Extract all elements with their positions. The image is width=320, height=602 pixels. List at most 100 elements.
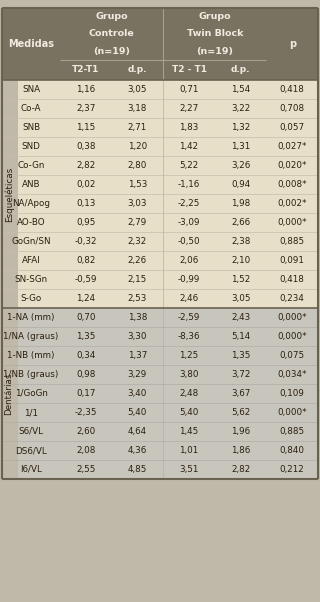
Text: 2,66: 2,66: [231, 218, 250, 227]
Text: Twin Block: Twin Block: [187, 29, 243, 39]
Text: 0,020*: 0,020*: [277, 161, 307, 170]
Text: Grupo: Grupo: [95, 12, 128, 21]
Text: 2,55: 2,55: [76, 465, 95, 474]
Text: 0,109: 0,109: [280, 389, 305, 398]
Text: 2,60: 2,60: [76, 427, 95, 436]
Text: 0,000*: 0,000*: [277, 408, 307, 417]
Text: 1,53: 1,53: [128, 180, 147, 189]
Text: ANB: ANB: [22, 180, 40, 189]
Text: 2,26: 2,26: [128, 256, 147, 265]
Text: 0,708: 0,708: [280, 104, 305, 113]
Bar: [2, 8, 318, 80]
Text: 2,37: 2,37: [76, 104, 95, 113]
Text: 3,18: 3,18: [128, 104, 147, 113]
Text: GoGn/SN: GoGn/SN: [11, 237, 51, 246]
Text: 2,32: 2,32: [128, 237, 147, 246]
Text: 0,000*: 0,000*: [277, 218, 307, 227]
Text: 1,24: 1,24: [76, 294, 95, 303]
Text: 4,85: 4,85: [128, 465, 147, 474]
Text: 1,96: 1,96: [231, 427, 250, 436]
Text: 3,05: 3,05: [231, 294, 250, 303]
Text: 1,83: 1,83: [179, 123, 199, 132]
Text: 1,35: 1,35: [231, 351, 250, 360]
Bar: [0, 80, 18, 308]
Text: 0,95: 0,95: [76, 218, 95, 227]
Text: -2,59: -2,59: [178, 313, 200, 322]
Text: -0,99: -0,99: [178, 275, 200, 284]
Text: 3,05: 3,05: [128, 85, 147, 94]
Text: -8,36: -8,36: [178, 332, 200, 341]
Text: SN-SGn: SN-SGn: [14, 275, 48, 284]
Text: -0,32: -0,32: [75, 237, 97, 246]
Text: 1,35: 1,35: [76, 332, 95, 341]
Text: 3,67: 3,67: [231, 389, 250, 398]
Text: 0,840: 0,840: [280, 446, 305, 455]
Text: 1/GoGn: 1/GoGn: [15, 389, 47, 398]
Text: 2,27: 2,27: [180, 104, 199, 113]
Text: 1,16: 1,16: [76, 85, 95, 94]
Text: 5,62: 5,62: [231, 408, 250, 417]
Text: DS6/VL: DS6/VL: [15, 446, 47, 455]
Text: 3,26: 3,26: [231, 161, 250, 170]
Text: 2,10: 2,10: [231, 256, 250, 265]
Text: AFAI: AFAI: [22, 256, 40, 265]
Text: 5,40: 5,40: [128, 408, 147, 417]
Text: 1,15: 1,15: [76, 123, 95, 132]
Text: -1,16: -1,16: [178, 180, 200, 189]
Text: 1/NA (graus): 1/NA (graus): [3, 332, 59, 341]
Text: Co-A: Co-A: [21, 104, 41, 113]
Text: 5,40: 5,40: [179, 408, 199, 417]
Text: 0,000*: 0,000*: [277, 332, 307, 341]
Bar: [2, 308, 318, 479]
Text: 2,43: 2,43: [231, 313, 250, 322]
Text: 0,091: 0,091: [280, 256, 305, 265]
Text: (n=19): (n=19): [196, 47, 233, 56]
Text: 0,38: 0,38: [76, 142, 96, 151]
Bar: [2, 80, 318, 308]
Text: 1,25: 1,25: [180, 351, 199, 360]
Text: 3,30: 3,30: [128, 332, 147, 341]
Text: 0,34: 0,34: [76, 351, 95, 360]
Text: 1,52: 1,52: [231, 275, 250, 284]
Text: 1,98: 1,98: [231, 199, 250, 208]
Text: 0,002*: 0,002*: [277, 199, 307, 208]
Text: Dentárias: Dentárias: [4, 372, 13, 415]
Text: 0,075: 0,075: [280, 351, 305, 360]
Text: 0,057: 0,057: [280, 123, 305, 132]
Text: Controle: Controle: [89, 29, 134, 39]
Text: 2,06: 2,06: [180, 256, 199, 265]
Text: T2 - T1: T2 - T1: [172, 66, 206, 75]
Text: 3,03: 3,03: [128, 199, 147, 208]
Text: 5,22: 5,22: [180, 161, 199, 170]
Text: 3,40: 3,40: [128, 389, 147, 398]
Text: 1,20: 1,20: [128, 142, 147, 151]
Text: 0,418: 0,418: [280, 85, 305, 94]
Text: 1/NB (graus): 1/NB (graus): [3, 370, 59, 379]
Text: Medidas: Medidas: [8, 39, 54, 49]
Text: Co-Gn: Co-Gn: [17, 161, 45, 170]
Text: 1,42: 1,42: [180, 142, 199, 151]
Text: 1,32: 1,32: [231, 123, 250, 132]
Text: SNB: SNB: [22, 123, 40, 132]
Text: p: p: [289, 39, 296, 49]
Text: I6/VL: I6/VL: [20, 465, 42, 474]
Text: 2,53: 2,53: [128, 294, 147, 303]
Text: 3,29: 3,29: [128, 370, 147, 379]
Text: 2,71: 2,71: [128, 123, 147, 132]
Text: 0,13: 0,13: [76, 199, 95, 208]
Text: 2,08: 2,08: [76, 446, 95, 455]
Text: 0,82: 0,82: [76, 256, 95, 265]
Text: 0,98: 0,98: [76, 370, 95, 379]
Text: 0,02: 0,02: [76, 180, 95, 189]
Text: 0,94: 0,94: [231, 180, 250, 189]
Text: 1,86: 1,86: [231, 446, 250, 455]
Text: 0,234: 0,234: [280, 294, 305, 303]
Text: 0,000*: 0,000*: [277, 313, 307, 322]
Text: 1,01: 1,01: [180, 446, 199, 455]
Text: S6/VL: S6/VL: [19, 427, 44, 436]
Text: 2,48: 2,48: [180, 389, 199, 398]
Text: 1,31: 1,31: [231, 142, 250, 151]
Text: SNA: SNA: [22, 85, 40, 94]
Text: 1,38: 1,38: [128, 313, 147, 322]
Text: -2,25: -2,25: [178, 199, 200, 208]
